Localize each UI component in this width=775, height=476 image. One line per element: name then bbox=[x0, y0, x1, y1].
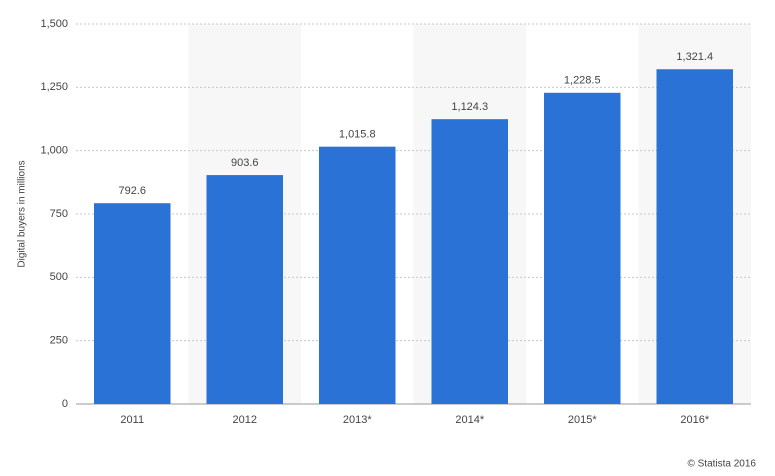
value-label: 1,321.4 bbox=[676, 51, 713, 63]
bar bbox=[319, 146, 396, 404]
y-tick-label: 0 bbox=[62, 398, 68, 410]
x-tick-label: 2011 bbox=[120, 414, 144, 426]
x-tick-label: 2015* bbox=[568, 414, 597, 426]
y-tick-label: 500 bbox=[50, 271, 68, 283]
y-axis-title: Digital buyers in millions bbox=[17, 160, 28, 267]
bar bbox=[94, 203, 171, 404]
value-label: 792.6 bbox=[118, 185, 146, 197]
x-tick-label: 2014* bbox=[455, 414, 484, 426]
value-label: 1,015.8 bbox=[339, 129, 376, 141]
y-tick-label: 250 bbox=[50, 335, 68, 347]
x-tick-label: 2016* bbox=[680, 414, 709, 426]
y-tick-label: 750 bbox=[50, 208, 68, 220]
bar bbox=[431, 119, 508, 404]
value-label: 1,228.5 bbox=[564, 75, 601, 87]
x-tick-label: 2012 bbox=[233, 414, 257, 426]
bar bbox=[206, 175, 283, 404]
bar bbox=[544, 92, 621, 404]
x-tick-label: 2013* bbox=[343, 414, 372, 426]
y-tick-label: 1,000 bbox=[40, 145, 68, 157]
value-label: 1,124.3 bbox=[451, 101, 488, 113]
value-label: 903.6 bbox=[231, 157, 259, 169]
credit: © Statista 2016 bbox=[687, 459, 756, 470]
y-tick-label: 1,250 bbox=[40, 81, 68, 93]
y-tick-label: 1,500 bbox=[40, 18, 68, 30]
bar bbox=[656, 69, 733, 404]
